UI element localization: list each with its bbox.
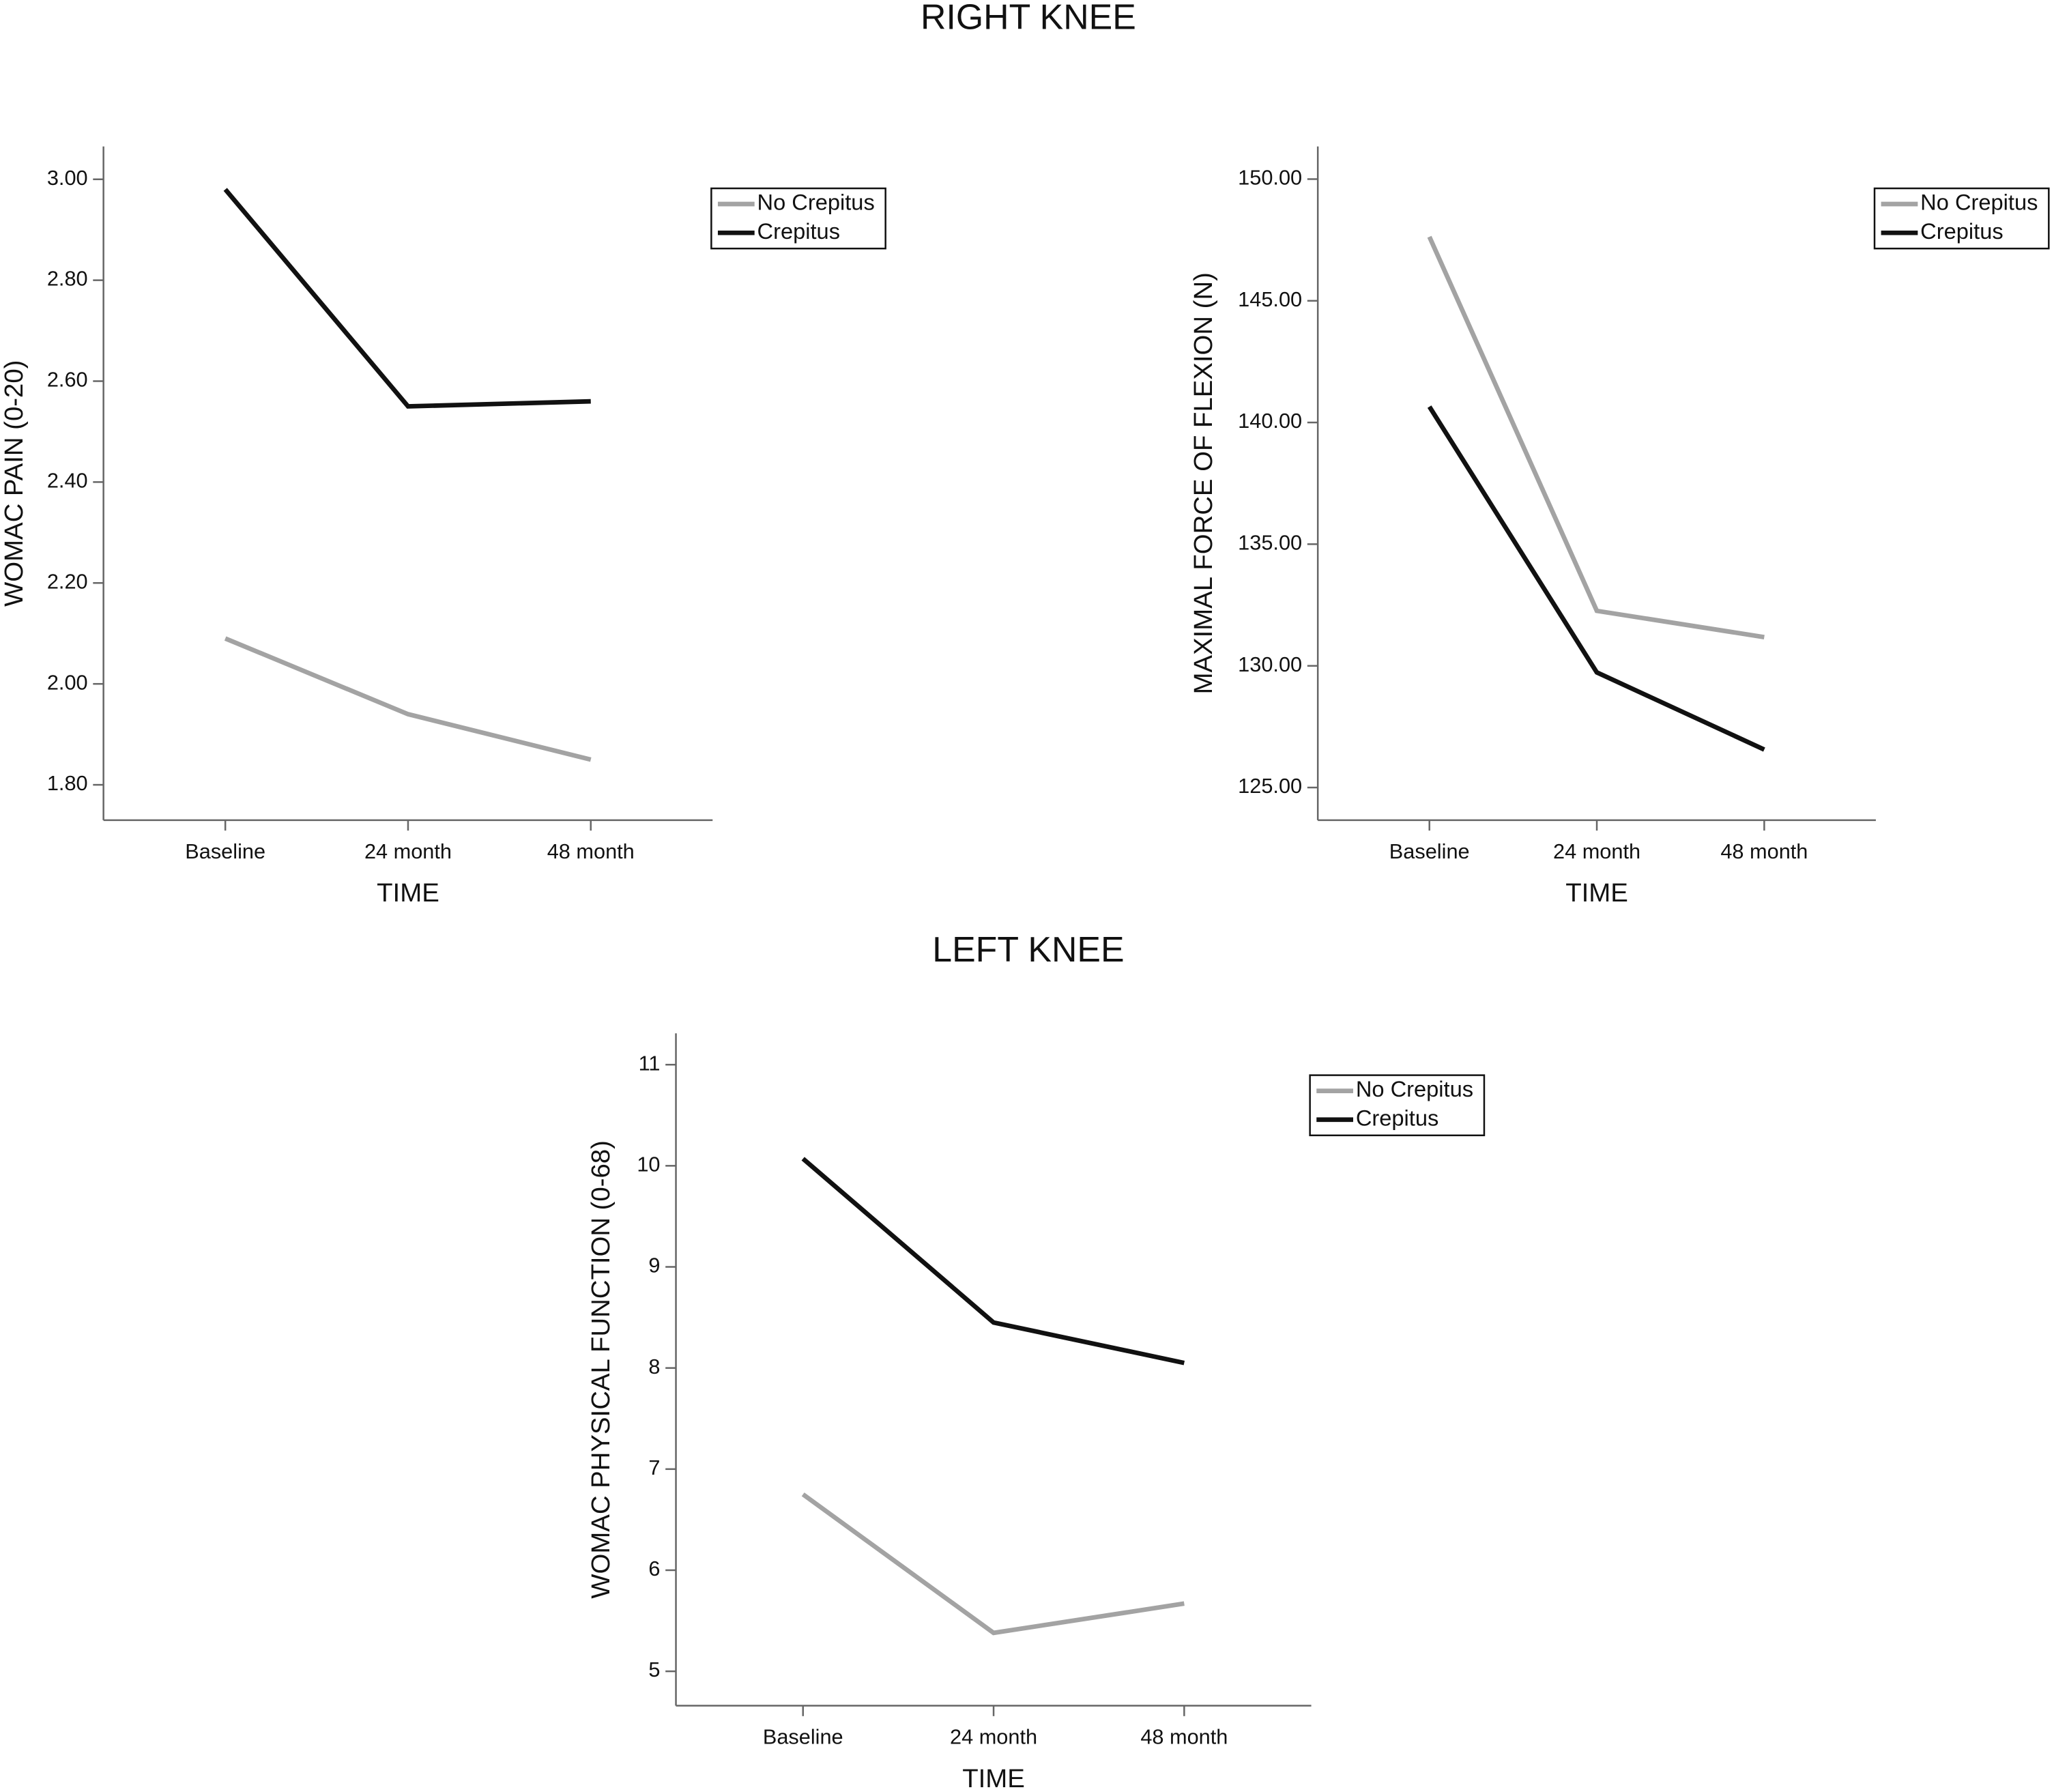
y-tick-label: 3.00 [47,166,88,190]
y-tick-label: 9 [648,1254,660,1277]
legend-box [1309,1074,1486,1137]
series-line [223,188,591,409]
x-tick-label: 24 month [364,839,452,863]
legend-label: Crepitus [1356,1105,1438,1130]
series-line [801,1157,1185,1365]
y-tick-label: 145.00 [1238,287,1302,311]
y-tick-label: 2.20 [47,569,88,593]
x-axis-title: TIME [962,1764,1025,1792]
y-tick-label: 130.00 [1238,652,1302,676]
series-line [801,1492,1185,1636]
y-tick-label: 2.80 [47,267,88,291]
x-tick-label: Baseline [1389,839,1470,863]
y-axis-title: WOMAC PHYSICAL FUNCTION (0-68) [586,1140,616,1599]
y-tick-label: 5 [648,1658,660,1681]
y-tick-label: 2.40 [47,469,88,493]
heading: RIGHT KNEE [921,0,1136,36]
y-axis-title: MAXIMAL FORCE OF FLEXION (N) [1189,272,1218,694]
chart: 1.80 2.00 2.20 2.40 2.60 2.80 3.00 Baseline 24 m… [0,146,886,908]
y-tick-label: 2.60 [47,368,88,392]
series-line [1427,235,1765,639]
x-tick-label: 48 month [547,839,635,863]
x-tick-label: Baseline [185,839,265,863]
legend: No Crepitus Crepitus [710,187,886,250]
x-axis-title: TIME [377,878,439,908]
series-line [1427,405,1765,752]
legend-label: Crepitus [757,218,840,244]
y-tick-label: 7 [648,1456,660,1479]
x-tick-label: Baseline [763,1725,843,1749]
legend-box [1873,187,2050,250]
legend-label: No Crepitus [1356,1076,1473,1101]
y-tick-label: 150.00 [1238,166,1302,190]
x-tick-label: 24 month [1553,839,1640,863]
y-tick-label: 10 [637,1152,660,1176]
y-tick-label: 11 [639,1051,661,1075]
legend-label: Crepitus [1920,218,2003,244]
series-line [224,636,592,762]
y-axis-title: WOMAC PAIN (0-20) [0,360,29,607]
x-tick-label: 48 month [1140,1725,1228,1749]
legend-label: No Crepitus [1920,190,2038,215]
x-axis-title: TIME [1565,878,1628,908]
y-tick-label: 135.00 [1238,531,1302,555]
y-tick-label: 6 [648,1557,660,1580]
y-tick-label: 8 [648,1355,660,1378]
legend: No Crepitus Crepitus [1873,187,2050,250]
legend: No Crepitus Crepitus [1309,1074,1486,1137]
legend-label: No Crepitus [757,190,875,215]
chart: 125.00 130.00 135.00 140.00 145.00 150.00 Base… [1189,146,2050,908]
y-tick-label: 2.00 [47,670,88,694]
x-tick-label: 48 month [1720,839,1808,863]
chart: 5 6 7 8 9 10 11 Baseline 24 month 48 month TIME WOM… [586,1033,1486,1792]
y-tick-label: 140.00 [1238,409,1302,433]
x-tick-label: 24 month [950,1725,1037,1749]
y-tick-label: 1.80 [47,771,88,795]
legend-box [710,187,886,250]
heading: LEFT KNEE [932,929,1124,969]
y-tick-label: 125.00 [1238,774,1302,798]
